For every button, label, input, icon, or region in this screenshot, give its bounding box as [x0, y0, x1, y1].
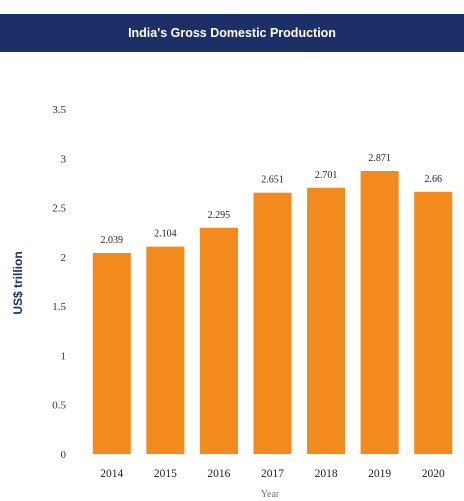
y-tick-label: 0: [61, 449, 67, 461]
data-label: 2.701: [315, 170, 338, 181]
data-label: 2.104: [154, 229, 177, 240]
data-label: 2.295: [208, 210, 231, 221]
x-tick-label: 2019: [368, 468, 391, 480]
data-label: 2.66: [424, 174, 442, 185]
y-tick-label: 3: [61, 153, 67, 165]
bar-2020: [414, 191, 453, 455]
bar-2015: [146, 246, 185, 454]
bar-2016: [199, 227, 238, 454]
y-tick-label: 1: [61, 350, 67, 362]
y-tick-label: 2.5: [52, 203, 66, 215]
bar-2018: [307, 187, 346, 454]
bar-2017: [253, 192, 292, 455]
data-label: 2.651: [261, 175, 284, 186]
y-tick-label: 2: [61, 252, 67, 264]
y-tick-label: 1.5: [52, 301, 66, 313]
y-axis-title: US$ trillion: [11, 251, 25, 314]
x-tick-label: 2016: [207, 468, 230, 480]
x-tick-label: 2020: [422, 468, 445, 480]
bar-2019: [360, 171, 399, 454]
chart-title: India's Gross Domestic Production: [128, 26, 336, 40]
data-label: 2.039: [101, 235, 124, 246]
x-tick-label: 2015: [154, 468, 177, 480]
bar-2014: [92, 253, 131, 454]
x-tick-label: 2014: [100, 468, 123, 480]
x-axis-title: Year: [261, 489, 280, 500]
chart-title-bar: India's Gross Domestic Production: [0, 14, 464, 52]
y-tick-label: 3.5: [52, 104, 66, 116]
y-tick-label: 0.5: [52, 400, 66, 412]
x-tick-label: 2017: [261, 468, 284, 480]
data-label: 2.871: [368, 153, 391, 164]
x-tick-label: 2018: [315, 468, 338, 480]
